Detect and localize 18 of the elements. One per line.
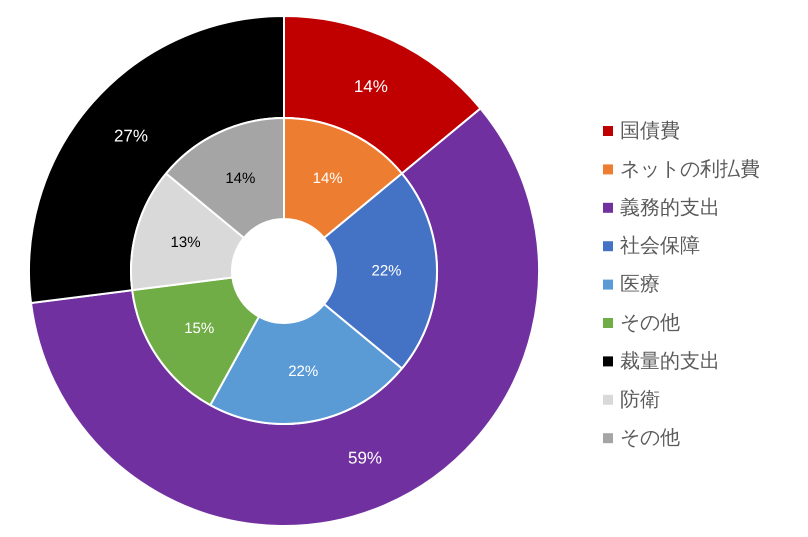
data-label: 22% [371, 262, 402, 280]
legend-label: ネットの利払費 [620, 158, 760, 180]
data-label: 14% [354, 76, 388, 96]
data-label: 27% [114, 126, 148, 146]
data-label: 59% [348, 448, 382, 468]
data-label: 22% [288, 363, 318, 380]
legend-label: その他 [620, 427, 680, 450]
legend-label: 社会保障 [620, 235, 700, 258]
data-label: 14% [225, 170, 256, 187]
data-label: 14% [312, 170, 343, 187]
legend-label: 防衛 [620, 388, 660, 411]
legend-label: 裁量的支出 [620, 350, 720, 372]
data-label: 15% [184, 320, 214, 338]
legend-label: 義務的支出 [620, 196, 720, 219]
legend-label: その他 [620, 312, 680, 334]
legend-label: 医療 [620, 274, 660, 296]
legend-label: 国債費 [620, 120, 680, 142]
data-label: 13% [170, 234, 201, 251]
